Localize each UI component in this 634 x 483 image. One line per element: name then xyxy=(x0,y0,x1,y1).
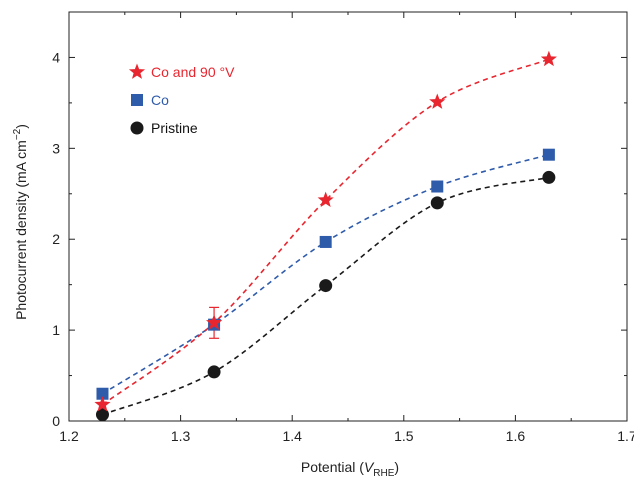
data-point-circle xyxy=(430,196,444,210)
series-curve-0 xyxy=(102,58,550,406)
data-markers xyxy=(94,50,557,422)
y-axis-title-close: ) xyxy=(13,124,29,129)
legend: Co and 90 °V Co Pristine xyxy=(128,63,235,136)
series-curve-2 xyxy=(102,176,550,416)
data-point-star xyxy=(94,396,111,412)
data-point-star xyxy=(540,50,557,67)
y-tick-label: 2 xyxy=(52,231,60,247)
legend-marker-star xyxy=(128,63,146,79)
legend-marker-square xyxy=(131,94,143,106)
x-axis-title: Potential (VRHE) xyxy=(301,459,399,479)
y-tick-label: 1 xyxy=(52,322,60,338)
data-point-circle xyxy=(319,279,333,293)
y-axis-title-sup: −2 xyxy=(12,128,23,140)
y-axis-title: Photocurrent density (mA cm−2) xyxy=(12,124,29,320)
x-axis-title-italic: V xyxy=(364,459,375,475)
data-point-star xyxy=(206,314,223,330)
y-tick-label: 4 xyxy=(52,49,60,65)
x-tick-label: 1.5 xyxy=(394,428,414,444)
data-point-square xyxy=(96,387,109,400)
x-axis-title-sub: RHE xyxy=(373,468,394,479)
x-tick-label: 1.3 xyxy=(171,428,191,444)
legend-marker-circle xyxy=(130,121,144,135)
legend-label: Co and 90 °V xyxy=(151,64,235,80)
legend-label: Pristine xyxy=(151,120,198,136)
data-point-star xyxy=(317,191,334,208)
y-tick-label: 3 xyxy=(52,140,60,156)
axis-ticks: 1.2 1.3 1.4 1.5 1.6 1.7 0 1 2 3 4 xyxy=(52,12,634,444)
x-axis-title-close: ) xyxy=(394,459,399,475)
x-tick-label: 1.7 xyxy=(617,428,634,444)
y-tick-label: 0 xyxy=(52,413,60,429)
y-axis-title-main: Photocurrent density (mA cm xyxy=(13,140,29,320)
data-point-square xyxy=(542,148,555,161)
x-tick-label: 1.6 xyxy=(506,428,526,444)
x-tick-label: 1.2 xyxy=(59,428,79,444)
data-point-circle xyxy=(207,365,221,379)
x-axis-title-main: Potential ( xyxy=(301,459,364,475)
legend-label: Co xyxy=(151,92,169,108)
data-point-square xyxy=(431,180,444,193)
data-point-circle xyxy=(542,170,556,184)
x-tick-label: 1.4 xyxy=(282,428,302,444)
data-point-star xyxy=(429,93,446,109)
data-point-square xyxy=(319,235,332,248)
data-point-circle xyxy=(95,408,109,422)
